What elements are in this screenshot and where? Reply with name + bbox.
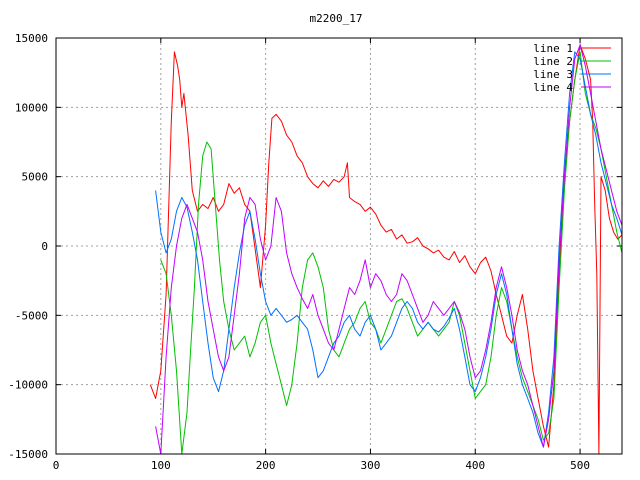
y-tick-label: -5000: [15, 309, 48, 322]
x-tick-label: 200: [256, 459, 276, 472]
plot-frame: [55, 37, 623, 455]
x-tick-label: 0: [53, 459, 60, 472]
legend-label-2: line 2: [533, 55, 573, 68]
x-tick-label: 100: [151, 459, 171, 472]
x-tick-label: 300: [361, 459, 381, 472]
x-tick-label: 400: [465, 459, 485, 472]
y-tick-label: -15000: [8, 448, 48, 461]
y-tick-label: 10000: [15, 101, 48, 114]
y-tick-label: -10000: [8, 379, 48, 392]
y-tick-label: 15000: [15, 32, 48, 45]
series-line-4: [155, 44, 622, 454]
chart-title: m2200_17: [310, 12, 363, 25]
series-line-1: [149, 44, 622, 454]
axes: 0 100 200 300 400 500 -15000 -10000 -5000 0 5000 10…: [8, 32, 622, 472]
legend-label-1: line 1: [533, 42, 573, 55]
legend-label-3: line 3: [533, 68, 573, 81]
y-tick-label: 5000: [22, 171, 49, 184]
y-tick-label: 0: [41, 240, 48, 253]
x-tick-label: 500: [570, 459, 590, 472]
series-group: [149, 44, 622, 454]
legend-label-4: line 4: [533, 81, 573, 94]
